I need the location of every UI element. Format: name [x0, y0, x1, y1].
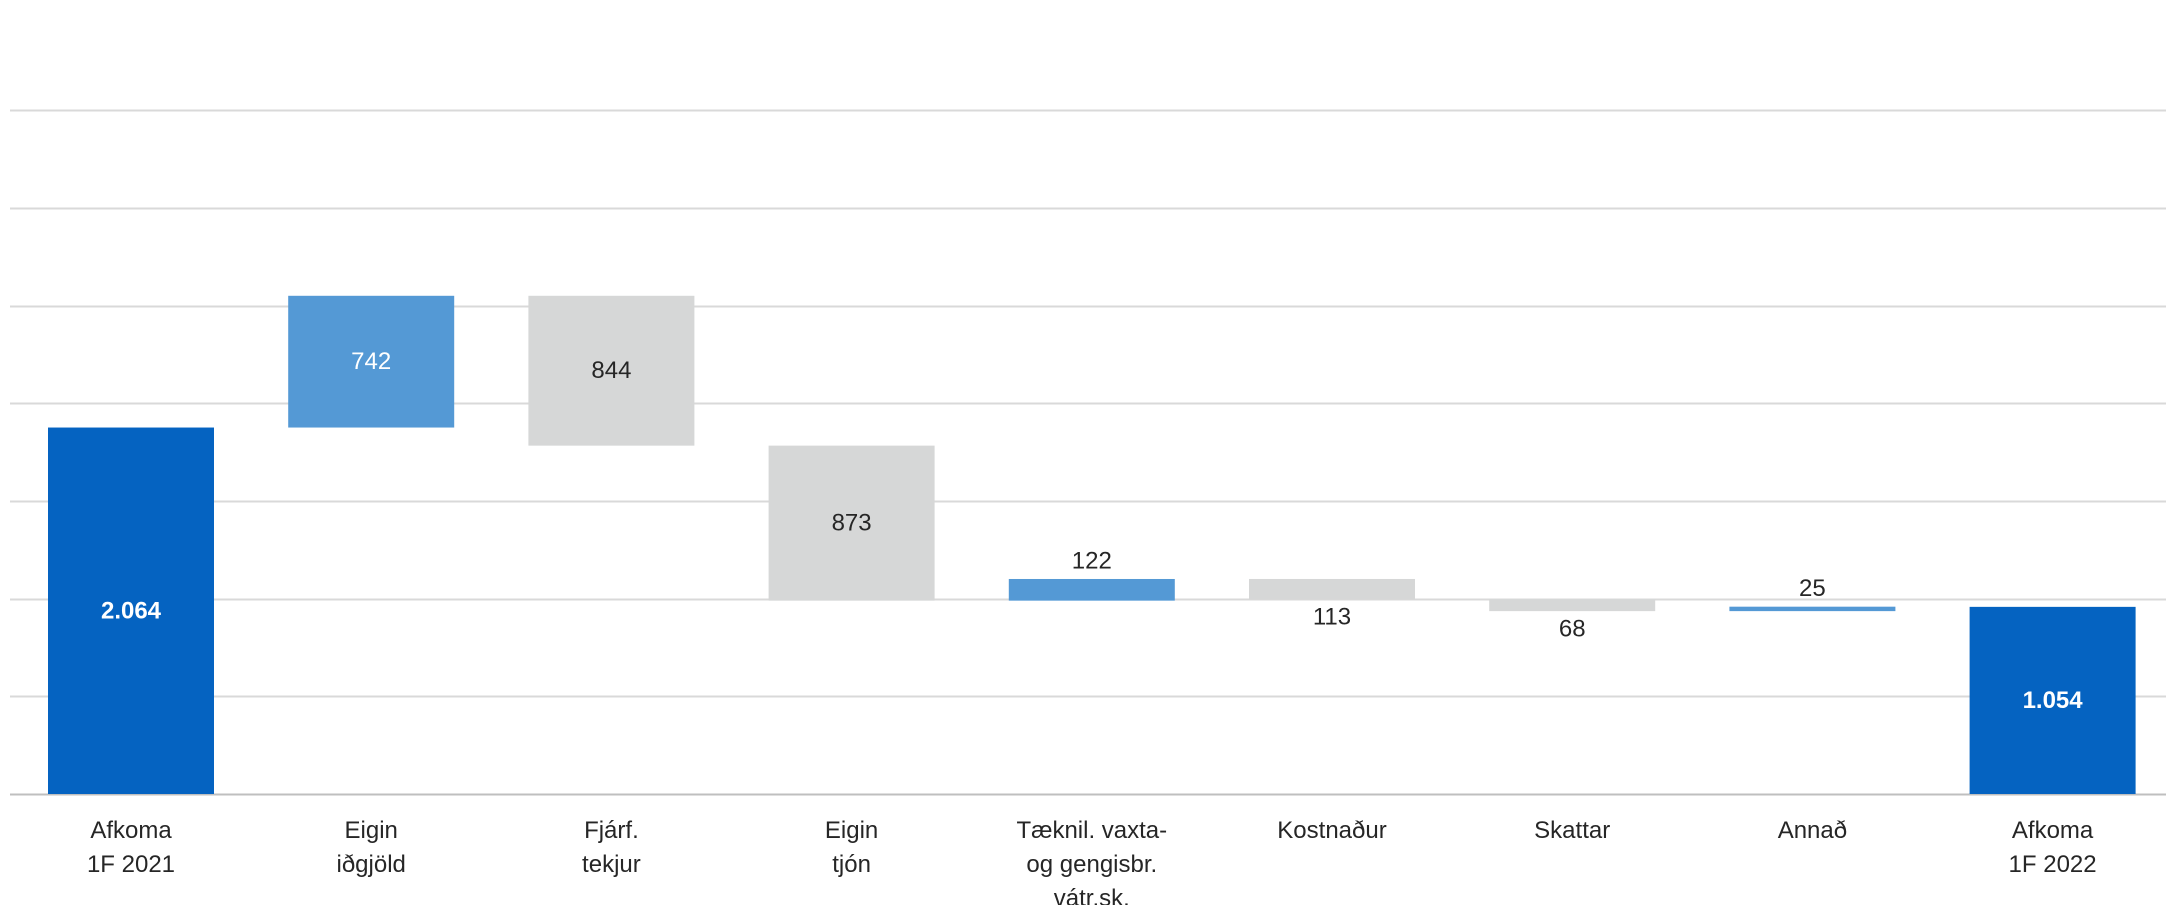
category-label: 1F 2021: [87, 851, 175, 878]
bar-7: [1489, 599, 1656, 612]
data-label: 873: [832, 510, 872, 537]
category-label: Kostnaður: [1277, 817, 1386, 844]
data-label: 1.054: [2023, 687, 2084, 714]
data-label: 742: [351, 348, 391, 375]
bar-2: [288, 295, 455, 428]
bar-3: [528, 295, 695, 446]
data-label: 68: [1559, 616, 1586, 643]
data-label: 2.064: [101, 597, 162, 624]
category-label: Afkoma: [2012, 817, 2094, 844]
category-label: Skattar: [1534, 817, 1610, 844]
data-label: 844: [591, 357, 631, 384]
gridlines: [10, 109, 2166, 796]
category-label: tjón: [832, 851, 871, 878]
data-labels: 2.064 742 844 873 122 113 68 25 1.054: [101, 348, 2083, 714]
category-label: Annað: [1778, 817, 1847, 844]
category-label: iðgjöld: [337, 851, 406, 878]
category-label: vátr.sk.: [1054, 885, 1130, 905]
category-label: 1F 2022: [2009, 851, 2097, 878]
bar-4: [768, 445, 935, 601]
bar-1: [48, 427, 214, 794]
category-labels: Afkoma 1F 2021 Eigin iðgjöld Fjárf. tekjur Eig…: [87, 817, 2097, 905]
data-label: 113: [1313, 604, 1351, 631]
category-label: Fjárf.: [584, 817, 639, 844]
data-label: 25: [1799, 575, 1826, 602]
bar-9: [1969, 606, 2136, 794]
bar-5: [1008, 578, 1175, 601]
bars: [48, 295, 2136, 794]
category-label: Eigin: [825, 817, 878, 844]
bar-6: [1249, 578, 1415, 600]
category-label: Afkoma: [90, 817, 172, 844]
bar-8: [1729, 606, 1896, 612]
category-label: Tæknil. vaxta-: [1016, 817, 1167, 844]
category-label: Eigin: [345, 817, 398, 844]
category-label: og gengisbr.: [1026, 851, 1157, 878]
data-label: 122: [1072, 547, 1112, 574]
category-label: tekjur: [582, 851, 641, 878]
